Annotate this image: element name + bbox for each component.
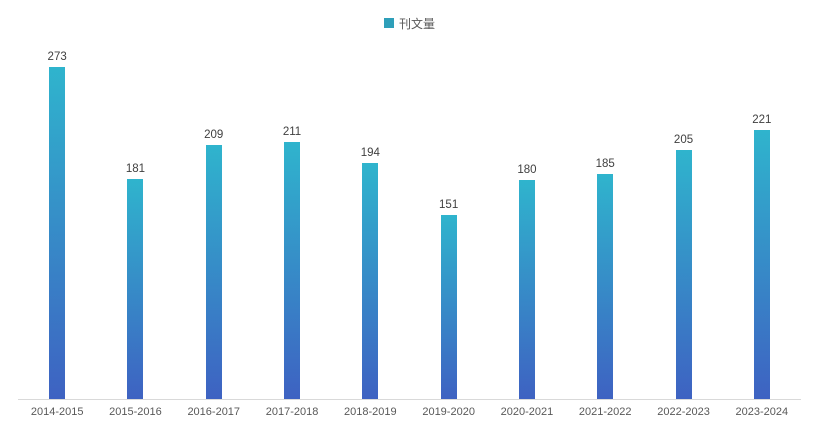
bar-value-label: 205 xyxy=(673,134,694,146)
bar-value-label: 180 xyxy=(517,164,537,176)
bar-column: 194 xyxy=(331,147,409,399)
bar-value-label: 151 xyxy=(439,199,459,211)
bar xyxy=(753,130,770,399)
plot-area: 273 181 209 211 194 151 180 185 205 221 xyxy=(18,38,801,400)
bar-column: 205 xyxy=(644,134,722,399)
bar-value-label: 211 xyxy=(282,126,302,138)
bar-column: 181 xyxy=(96,163,174,399)
legend-label: 刊文量 xyxy=(398,16,435,31)
bar xyxy=(597,174,614,399)
bar xyxy=(284,142,301,399)
bar-value-label: 221 xyxy=(752,114,772,126)
x-axis-tick-label: 2014-2015 xyxy=(30,406,84,418)
x-axis-tick-label: 2016-2017 xyxy=(187,406,241,418)
bar-column: 211 xyxy=(253,126,331,399)
x-axis-tick-label: 2021-2022 xyxy=(578,406,632,418)
bar-column: 221 xyxy=(723,114,801,399)
bar xyxy=(362,163,379,399)
x-axis-tick-label: 2015-2016 xyxy=(109,406,162,418)
bar-value-label: 181 xyxy=(125,163,146,175)
bar-value-label: 209 xyxy=(204,129,224,141)
x-axis-tick-label: 2017-2018 xyxy=(265,406,319,418)
bar-value-label: 185 xyxy=(595,158,615,170)
bar-value-label: 194 xyxy=(360,147,380,159)
bar-column: 209 xyxy=(175,129,253,399)
bar xyxy=(205,145,222,399)
chart-legend: 刊文量 xyxy=(10,14,809,32)
x-axis-tick-label: 2023-2024 xyxy=(735,406,789,418)
x-axis-tick-label: 2018-2019 xyxy=(344,406,397,418)
x-axis-tick-label: 2019-2020 xyxy=(422,406,475,418)
legend-marker-icon xyxy=(383,18,394,28)
bar-column: 151 xyxy=(409,199,487,399)
x-axis-tick-label: 2020-2021 xyxy=(500,406,554,418)
x-axis-tick-label: 2022-2023 xyxy=(657,406,710,418)
bar xyxy=(440,215,457,399)
bar xyxy=(518,180,535,399)
x-axis-labels: 2014-2015 2015-2016 2016-2017 2017-2018 2018… xyxy=(18,400,801,424)
bar xyxy=(49,67,66,399)
bar xyxy=(675,150,692,399)
bar-column: 185 xyxy=(566,158,644,399)
bar-value-label: 273 xyxy=(47,51,67,63)
bar-column: 273 xyxy=(18,51,96,399)
bar xyxy=(127,179,144,399)
bar-column: 180 xyxy=(488,164,566,399)
